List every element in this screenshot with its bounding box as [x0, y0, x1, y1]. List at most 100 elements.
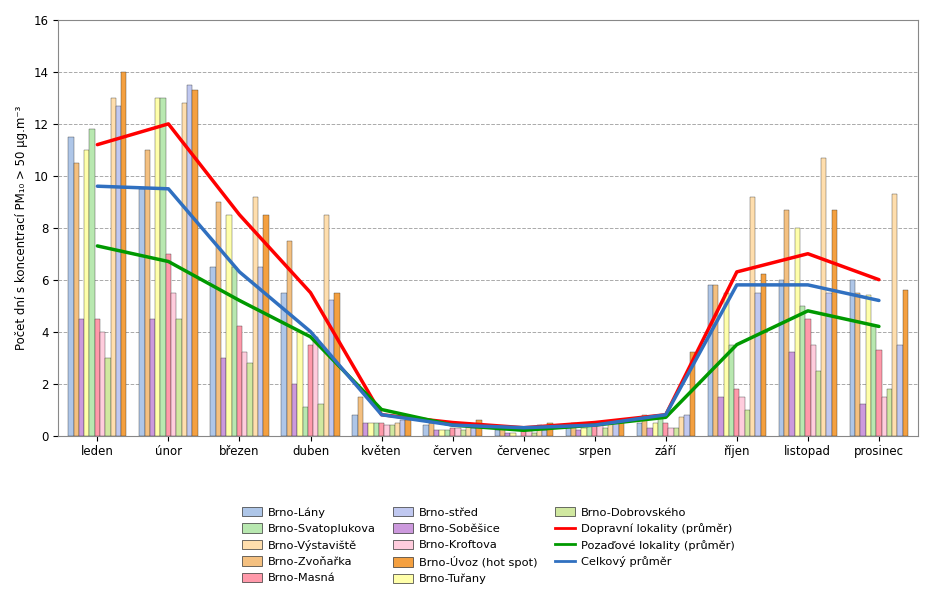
Bar	[668, 428, 674, 436]
Bar	[756, 293, 760, 436]
Bar	[887, 389, 892, 436]
Bar	[395, 423, 400, 436]
Bar	[713, 285, 718, 436]
Bar	[636, 423, 642, 436]
Bar	[445, 430, 450, 436]
Bar	[532, 433, 536, 436]
Bar	[450, 428, 455, 436]
Bar	[231, 267, 237, 436]
Legend: Brno-Lány, Brno-Svatoplukova, Brno-Výstaviště, Brno-Zvoňařka, Brno-Masná, Brno-s: Brno-Lány, Brno-Svatoplukova, Brno-Výsta…	[238, 503, 738, 588]
Bar	[68, 137, 74, 436]
Bar	[827, 293, 831, 436]
Bar	[603, 428, 608, 436]
Bar	[708, 285, 713, 436]
Bar	[78, 319, 84, 436]
Bar	[760, 274, 766, 436]
Bar	[155, 98, 160, 436]
Bar	[373, 423, 379, 436]
Bar	[429, 423, 434, 436]
Bar	[253, 197, 258, 436]
Bar	[298, 332, 302, 436]
Bar	[648, 428, 652, 436]
Bar	[882, 397, 887, 436]
Bar	[571, 423, 577, 436]
Bar	[876, 350, 882, 436]
Bar	[750, 197, 756, 436]
Bar	[176, 319, 182, 436]
Y-axis label: Počet dní s koncentrací PM₁₀ > 50 µg.m⁻³: Počet dní s koncentrací PM₁₀ > 50 µg.m⁻³	[15, 106, 28, 350]
Bar	[718, 397, 724, 436]
Bar	[434, 430, 439, 436]
Bar	[263, 214, 269, 436]
Bar	[866, 295, 871, 436]
Bar	[903, 290, 908, 436]
Bar	[95, 319, 100, 436]
Bar	[581, 428, 587, 436]
Bar	[784, 210, 789, 436]
Bar	[477, 420, 481, 436]
Bar	[166, 254, 171, 436]
Bar	[406, 420, 411, 436]
Bar	[821, 158, 827, 436]
Bar	[898, 345, 903, 436]
Bar	[461, 430, 466, 436]
Bar	[187, 85, 192, 436]
Bar	[308, 345, 313, 436]
Bar	[90, 129, 95, 436]
Bar	[379, 423, 384, 436]
Bar	[439, 430, 445, 436]
Bar	[800, 306, 805, 436]
Bar	[745, 409, 750, 436]
Bar	[505, 433, 510, 436]
Bar	[105, 357, 111, 436]
Bar	[577, 430, 581, 436]
Bar	[542, 430, 548, 436]
Bar	[221, 357, 226, 436]
Bar	[292, 384, 298, 436]
Bar	[805, 319, 811, 436]
Bar	[684, 415, 689, 436]
Bar	[689, 353, 695, 436]
Bar	[389, 425, 395, 436]
Bar	[652, 423, 658, 436]
Bar	[334, 293, 340, 436]
Bar	[210, 267, 216, 436]
Bar	[282, 293, 286, 436]
Bar	[329, 301, 334, 436]
Bar	[494, 430, 500, 436]
Bar	[729, 345, 734, 436]
Bar	[500, 428, 505, 436]
Bar	[324, 214, 329, 436]
Bar	[357, 397, 363, 436]
Bar	[400, 420, 406, 436]
Bar	[74, 163, 78, 436]
Bar	[247, 363, 253, 436]
Bar	[424, 425, 429, 436]
Bar	[121, 72, 127, 436]
Bar	[565, 425, 571, 436]
Bar	[860, 404, 866, 436]
Bar	[815, 371, 821, 436]
Bar	[226, 214, 231, 436]
Bar	[789, 353, 795, 436]
Bar	[242, 353, 247, 436]
Bar	[663, 423, 668, 436]
Bar	[384, 425, 389, 436]
Bar	[171, 293, 176, 436]
Bar	[597, 425, 603, 436]
Bar	[100, 332, 105, 436]
Bar	[587, 423, 592, 436]
Bar	[318, 404, 324, 436]
Bar	[139, 189, 145, 436]
Bar	[302, 407, 308, 436]
Bar	[363, 423, 369, 436]
Bar	[536, 425, 542, 436]
Bar	[521, 430, 526, 436]
Bar	[740, 397, 745, 436]
Bar	[160, 98, 166, 436]
Bar	[145, 150, 150, 436]
Bar	[216, 202, 221, 436]
Bar	[258, 267, 263, 436]
Bar	[613, 423, 619, 436]
Bar	[111, 98, 116, 436]
